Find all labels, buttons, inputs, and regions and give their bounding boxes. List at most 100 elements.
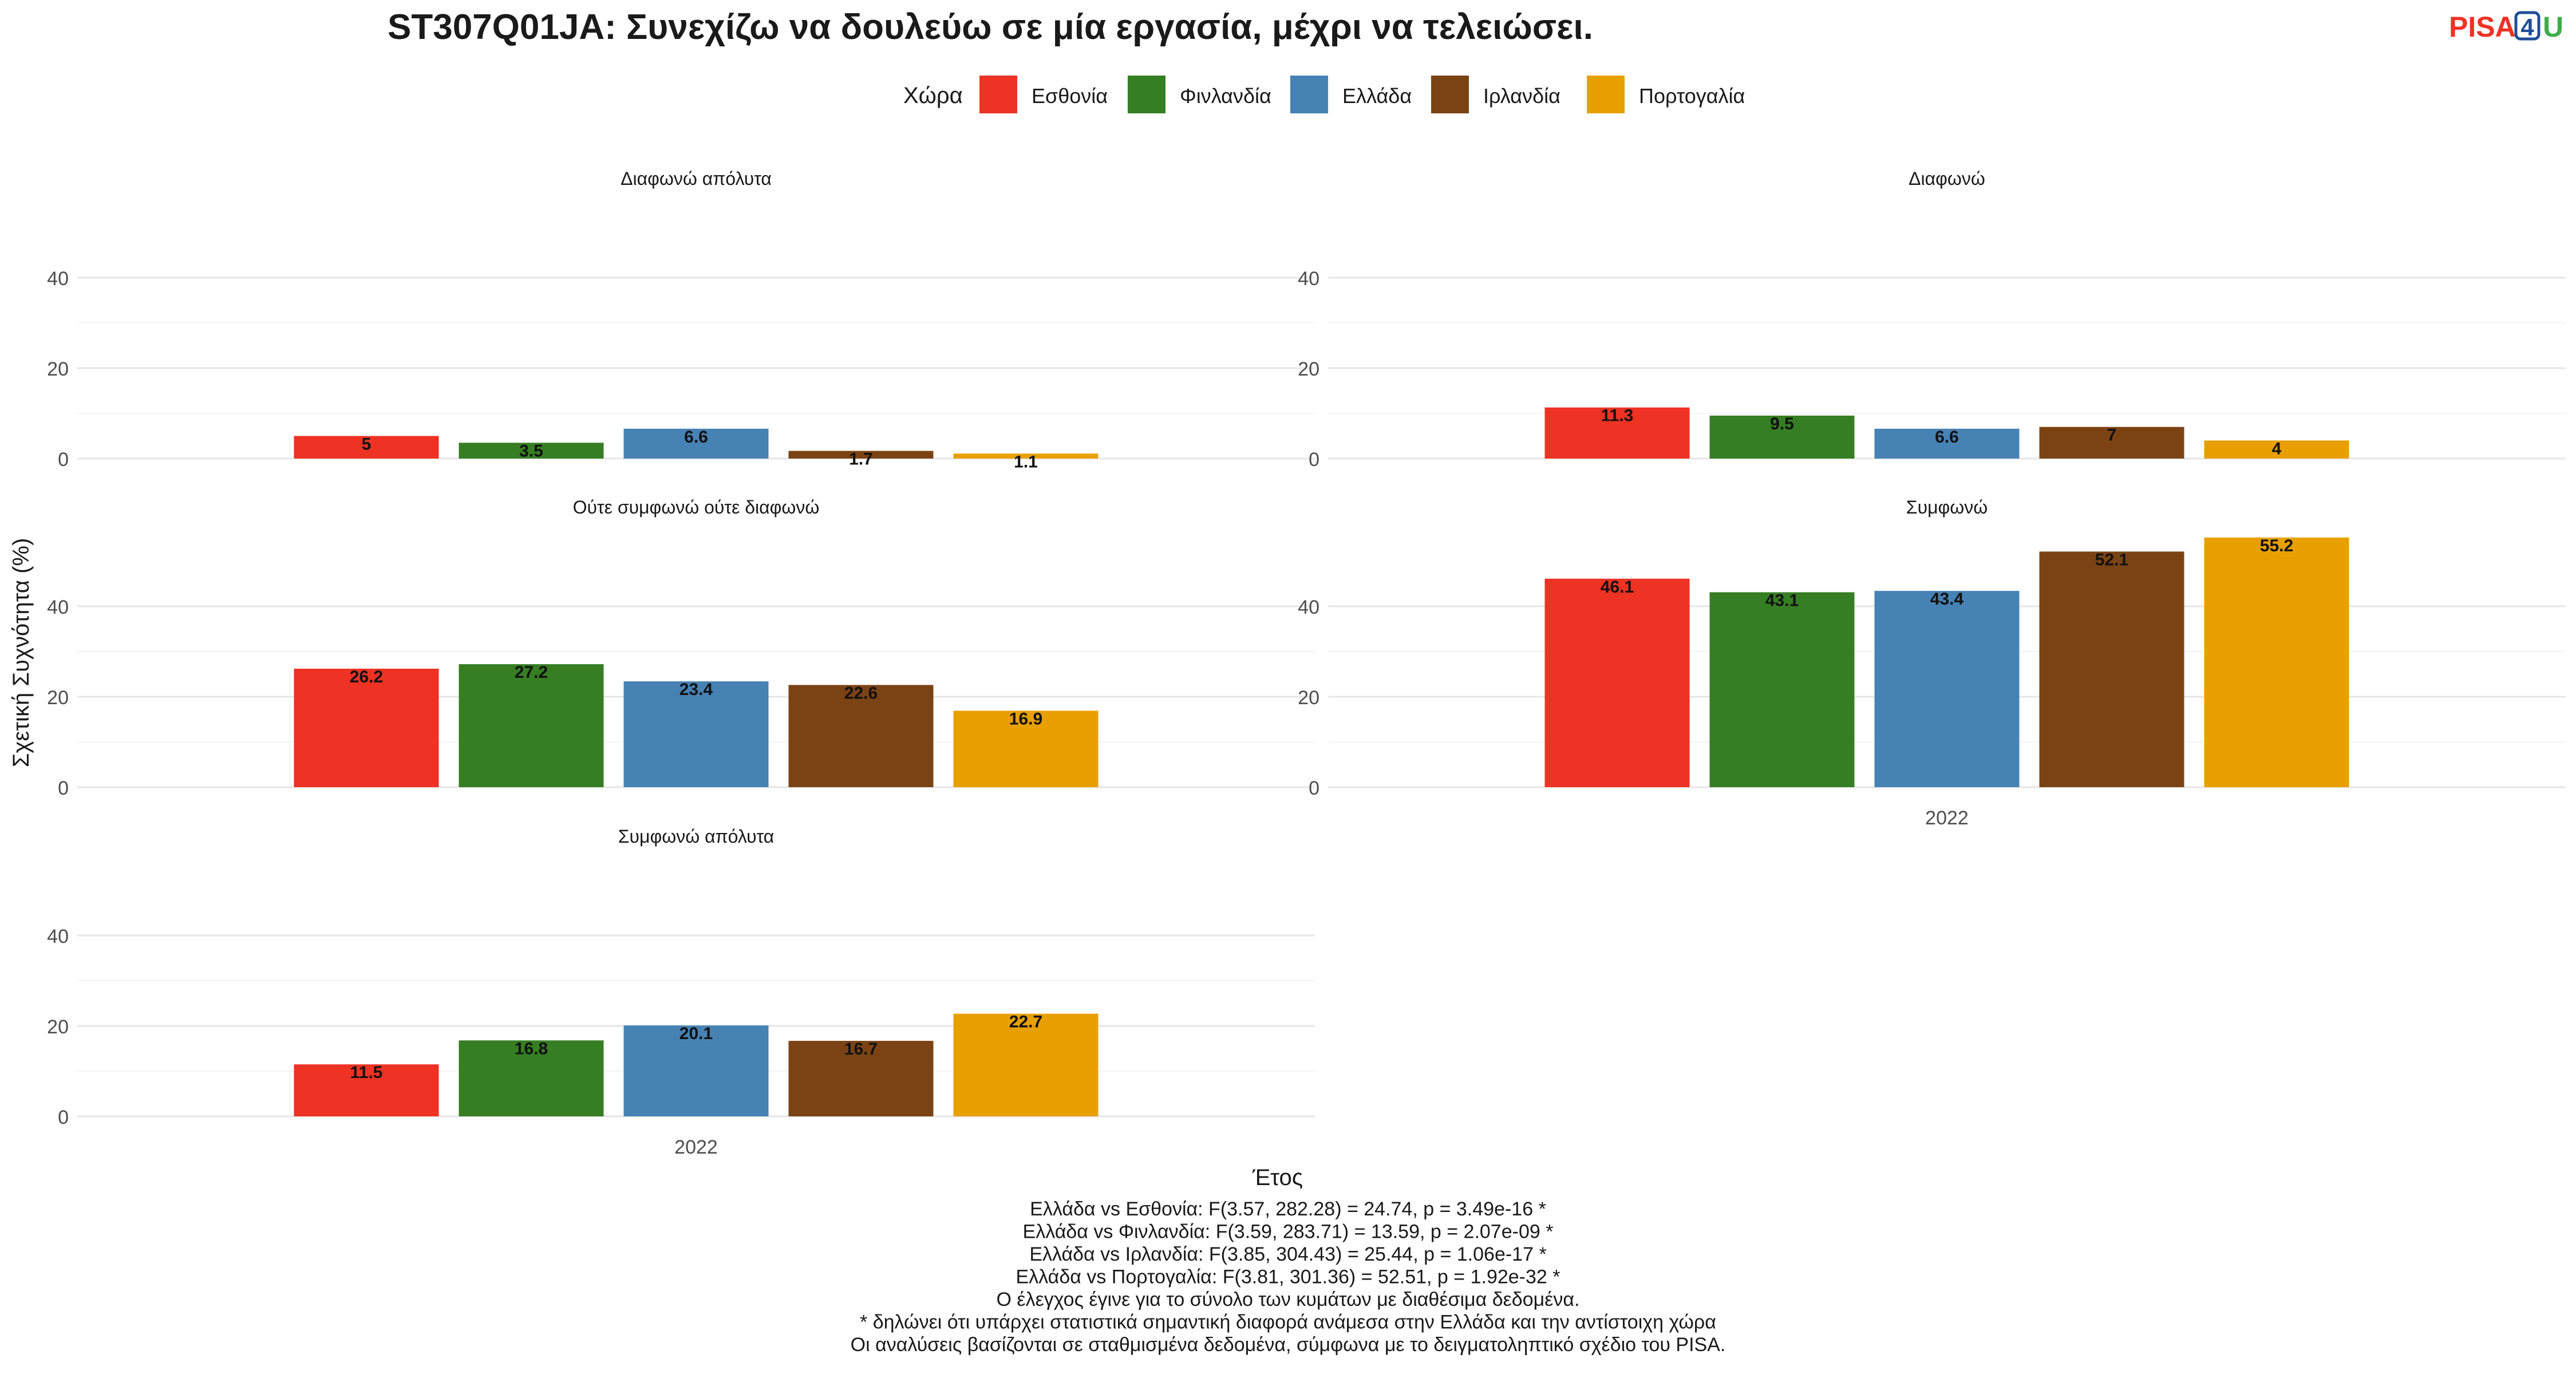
bar-value-label: 1.7 (849, 450, 873, 469)
bar (2204, 440, 2349, 459)
facet-title: Ούτε συμφωνώ ούτε διαφωνώ (573, 497, 820, 518)
bar-value-label: 11.3 (1601, 406, 1634, 425)
bar (1544, 578, 1690, 787)
bar-value-label: 11.5 (350, 1063, 383, 1082)
facet-title: Διαφωνώ απόλυτα (621, 168, 772, 189)
bar-value-label: 3.5 (519, 441, 543, 460)
legend-item: Πορτογαλία (1587, 76, 1745, 113)
bar-value-label: 26.2 (350, 668, 383, 686)
bar (623, 1025, 769, 1116)
footnote-line: * δηλώνει ότι υπάρχει στατιστικά σημαντι… (860, 1312, 1716, 1333)
footnotes: Ελλάδα vs Εσθονία: F(3.57, 282.28) = 24.… (851, 1198, 1726, 1356)
y-tick-label: 0 (1309, 449, 1319, 471)
y-tick-label: 0 (58, 449, 69, 471)
x-tick-label: 2022 (1925, 807, 1969, 829)
legend: Χώρα Εσθονία Φινλανδία Ελλάδα Ιρλανδία Πορτογ… (903, 76, 1745, 113)
y-tick-label: 20 (47, 687, 69, 709)
legend-item: Εσθονία (979, 76, 1108, 113)
y-tick-label: 40 (47, 597, 69, 618)
footnote-line: Ελλάδα vs Φινλανδία: F(3.59, 283.71) = 1… (1023, 1221, 1554, 1243)
legend-swatch (1290, 76, 1328, 113)
logo-text-4: 4 (2520, 14, 2534, 41)
bar-value-label: 16.8 (515, 1039, 548, 1058)
bar-value-label: 20.1 (679, 1024, 713, 1043)
legend-swatch (1431, 76, 1469, 113)
logo-text-u: U (2543, 11, 2563, 43)
bar (294, 669, 439, 787)
facet-panel: Συμφωνώ 0 20 40 46.1 43.1 43.4 52.1 55.2 2022 (1298, 497, 2566, 829)
bar (1544, 407, 1690, 459)
bar (294, 436, 439, 459)
legend-swatch (1587, 76, 1625, 113)
y-tick-label: 20 (1298, 358, 1319, 380)
facet-title: Συμφωνώ απόλυτα (618, 826, 775, 847)
legend-item: Ελλάδα (1290, 76, 1412, 113)
bar-value-label: 27.2 (515, 663, 548, 682)
bar (953, 710, 1099, 787)
bar (2204, 537, 2349, 787)
y-tick-label: 0 (58, 777, 69, 799)
bar (1874, 591, 2020, 787)
x-axis-label: Έτος (1252, 1165, 1303, 1190)
y-tick-label: 40 (47, 268, 69, 290)
y-tick-label: 0 (1309, 777, 1319, 799)
y-tick-label: 20 (47, 358, 69, 380)
y-tick-label: 20 (1298, 687, 1319, 709)
legend-label: Πορτογαλία (1639, 84, 1745, 108)
legend-swatch (979, 76, 1017, 113)
pisa4u-logo: PISA 4 U (2449, 11, 2563, 43)
y-tick-label: 40 (1298, 268, 1319, 290)
bar-value-label: 46.1 (1601, 578, 1634, 597)
legend-label: Φινλανδία (1180, 84, 1271, 108)
y-axis-label: Σχετική Συχνότητα (%) (9, 538, 34, 768)
legend-label: Ιρλανδία (1483, 84, 1560, 108)
bar-value-label: 16.9 (1009, 709, 1042, 728)
bar (1709, 415, 1855, 459)
legend-swatch (1128, 76, 1165, 113)
bar (1874, 428, 2020, 459)
facet-panel: Συμφωνώ απόλυτα 0 20 40 11.5 16.8 20.1 16.7 22.7… (47, 826, 1315, 1158)
bar (788, 1041, 934, 1116)
footnote-line: Ελλάδα vs Ιρλανδία: F(3.85, 304.43) = 25… (1029, 1243, 1546, 1265)
legend-item: Ιρλανδία (1431, 76, 1560, 113)
footnote-line: Ελλάδα vs Εσθονία: F(3.57, 282.28) = 24.… (1030, 1198, 1546, 1220)
bar-value-label: 23.4 (679, 680, 713, 699)
bar-value-label: 5 (362, 435, 372, 454)
bar (953, 1013, 1099, 1116)
bar (788, 685, 934, 787)
logo-box (2514, 11, 2541, 41)
bar-value-label: 6.6 (1935, 428, 1959, 447)
facet-title: Διαφωνώ (1909, 168, 1985, 189)
bar (623, 428, 769, 459)
bar-value-label: 9.5 (1770, 414, 1794, 433)
bar-value-label: 43.4 (1930, 590, 1964, 609)
bar-value-label: 55.2 (2260, 536, 2293, 555)
bar (459, 664, 604, 787)
bar-value-label: 6.6 (684, 428, 708, 447)
footnote-line: Οι αναλύσεις βασίζονται σε σταθμισμένα δ… (851, 1334, 1726, 1356)
bar-value-label: 22.6 (844, 684, 878, 702)
footnote-line: Ελλάδα vs Πορτογαλία: F(3.81, 301.36) = … (1016, 1266, 1560, 1288)
bar-value-label: 4 (2272, 439, 2282, 458)
bar (459, 1040, 604, 1116)
bar (953, 453, 1099, 459)
footnote-line: Ο έλεγχος έγινε για το σύνολο των κυμάτω… (997, 1289, 1580, 1310)
legend-label: Ελλάδα (1342, 84, 1412, 108)
bar (459, 443, 604, 459)
facet-panel: Ούτε συμφωνώ ούτε διαφωνώ 0 20 40 26.2 27.2 23… (47, 497, 1315, 799)
legend-label: Εσθονία (1032, 84, 1108, 108)
bar (788, 451, 934, 459)
y-tick-label: 0 (58, 1107, 69, 1128)
y-tick-label: 40 (1298, 597, 1319, 618)
legend-title: Χώρα (903, 83, 963, 108)
y-tick-label: 40 (47, 926, 69, 947)
bar-value-label: 52.1 (2095, 550, 2128, 569)
bar (2039, 551, 2184, 787)
bar (2039, 427, 2184, 459)
logo-text-pisa: PISA (2449, 11, 2516, 43)
y-tick-label: 20 (47, 1016, 69, 1038)
legend-item: Φινλανδία (1128, 76, 1271, 113)
bar-value-label: 1.1 (1014, 452, 1038, 471)
